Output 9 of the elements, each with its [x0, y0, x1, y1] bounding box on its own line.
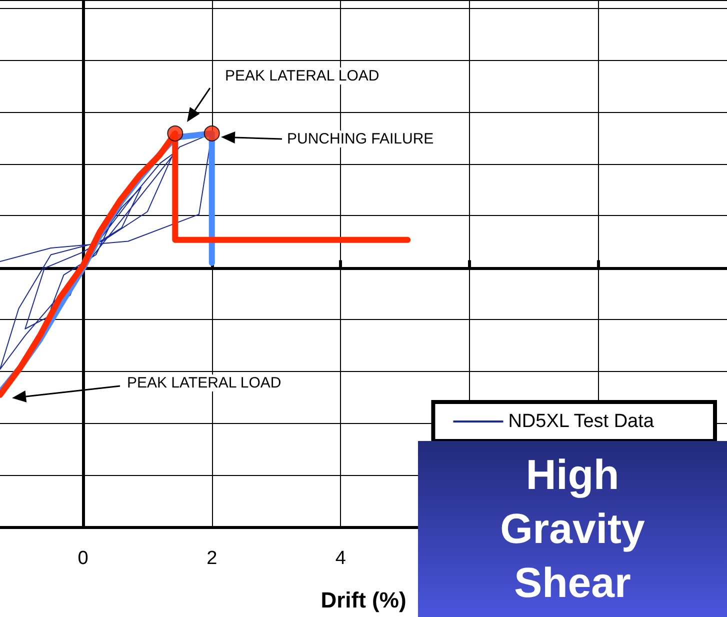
annotation: PEAK LATERAL LOAD — [127, 374, 282, 392]
x-axis-title: Drift (%) — [320, 588, 406, 612]
x-tick-label: 0 — [78, 548, 88, 569]
text: High Gravity Shear — [418, 441, 727, 617]
x-tick-label: 2 — [206, 548, 218, 569]
legend-label: ND5XL Test Data — [508, 411, 654, 432]
x-tick-label: 4 — [335, 548, 346, 569]
text: PEAK LATERAL LOAD — [225, 68, 380, 84]
annotation: PUNCHING FAILURE — [287, 130, 434, 148]
